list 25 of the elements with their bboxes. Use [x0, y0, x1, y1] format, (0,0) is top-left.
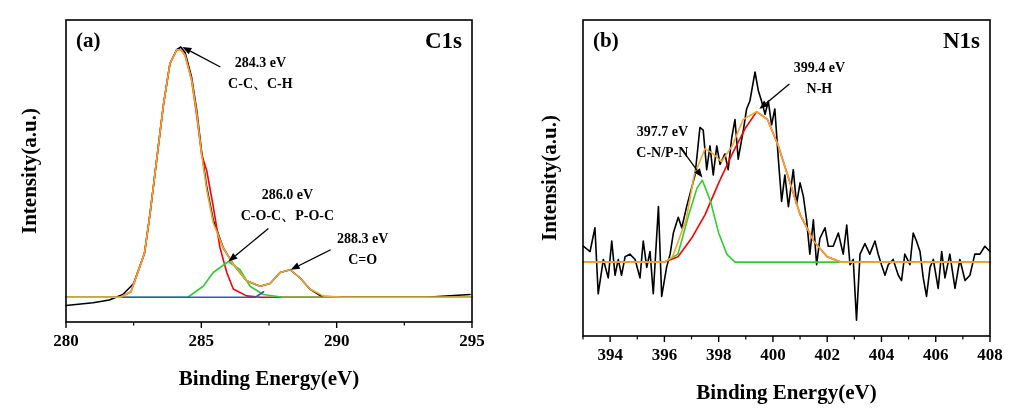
x-axis-title: Binding Energy(eV)	[178, 366, 360, 390]
x-tick-label: 408	[977, 345, 1003, 364]
x-tick-label: 406	[922, 345, 949, 364]
x-tick-label: 290	[323, 331, 350, 350]
chart-title: C1s	[424, 28, 463, 53]
x-tick-label: 398	[705, 345, 732, 364]
x-tick-label: 280	[53, 331, 79, 350]
text: (b)	[593, 28, 619, 52]
x-tick-label: 404	[868, 345, 895, 364]
y-axis-title: Intensity(a.u.)	[17, 107, 41, 235]
x-tick-label: 394	[597, 345, 624, 364]
annotation: 284.3 eV C-C、C-H	[228, 55, 293, 91]
x-tick-label: 396	[651, 345, 678, 364]
annotation: 286.0 eV C-O-C、P-O-C	[240, 186, 335, 223]
x-tick-label: 295	[459, 331, 485, 350]
chart-title: N1s	[942, 28, 981, 53]
x-axis-title: Binding Energy(eV)	[696, 380, 877, 404]
x-tick-label: 400	[760, 345, 786, 364]
annotation: 397.7 eV C-N/P-N	[636, 123, 689, 160]
y-axis-title: Intensity(a.u.)	[537, 114, 561, 242]
x-tick-label: 285	[188, 331, 215, 350]
annotation: (a)	[76, 28, 101, 52]
annotation: 288.3 eV C=O	[336, 230, 389, 267]
x-tick-label: 402	[814, 345, 840, 364]
annotation: 399.4 eV N-H	[793, 59, 846, 96]
